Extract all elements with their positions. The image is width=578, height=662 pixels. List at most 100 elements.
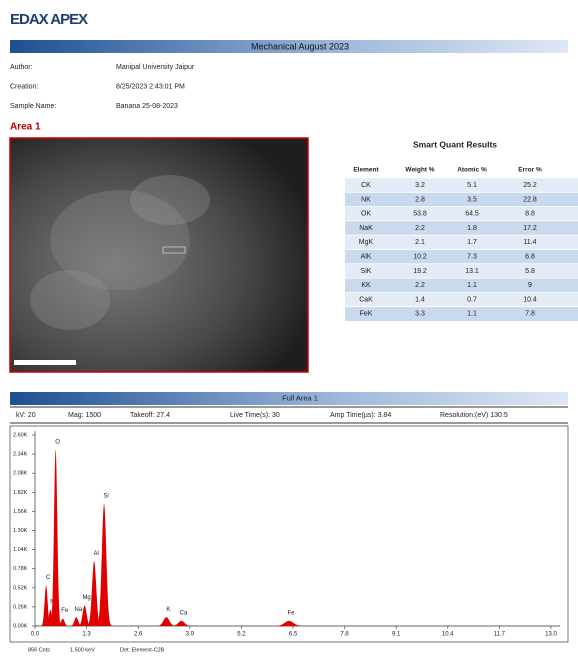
x-tick-label: 2.6: [134, 632, 143, 638]
logo: EDAX APEX: [10, 11, 88, 28]
table-row: [345, 178, 578, 192]
y-tick-label: 0.00K: [13, 623, 28, 629]
table-cell: CaK: [359, 296, 373, 303]
y-tick-label: 1.04K: [13, 547, 28, 553]
x-tick-label: 6.5: [289, 632, 298, 638]
table-header: Weight %: [405, 167, 434, 174]
table-cell: AlK: [361, 253, 372, 260]
spectrum-param: Takeoff: 27.4: [130, 412, 170, 419]
peak-label: Al: [93, 551, 98, 557]
peak-label: Si: [103, 494, 108, 500]
table-header: Element: [353, 167, 379, 174]
table-row: [345, 278, 578, 292]
table-row: [345, 235, 578, 249]
table-title: Smart Quant Results: [413, 139, 497, 149]
table-row: [345, 250, 578, 264]
x-tick-label: 5.2: [237, 632, 246, 638]
table-cell: 2.2: [415, 225, 425, 232]
spectrum-param: Resolution:(eV) 130.5: [440, 412, 508, 419]
y-tick-label: 2.34K: [13, 452, 28, 458]
y-tick-label: 1.30K: [13, 528, 28, 534]
info-label: Author:: [10, 64, 33, 71]
y-tick-label: 0.78K: [13, 566, 28, 572]
x-tick-label: 11.7: [494, 632, 506, 638]
table-cell: 1.7: [467, 239, 477, 246]
table-cell: 5.1: [467, 182, 477, 189]
spectrum-param: Mag: 1500: [68, 412, 101, 419]
table-cell: 3.2: [415, 182, 425, 189]
table-cell: 0.7: [467, 296, 477, 303]
table-cell: 1.1: [467, 311, 477, 318]
table-cell: 64.5: [465, 211, 479, 218]
peak-label: Na: [74, 607, 82, 613]
peak-label: K: [166, 607, 170, 613]
spectrum-footer: 856 Cnts: [28, 647, 50, 653]
info-value: Manipal University Jaipur: [116, 64, 195, 71]
peak-label: O: [55, 439, 60, 445]
table-cell: SiK: [361, 268, 372, 275]
table-cell: 2.1: [415, 239, 425, 246]
area-title: Area 1: [10, 122, 41, 133]
info-value: 8/25/2023 2:43:01 PM: [116, 83, 185, 90]
info-value: Banana 25-08-2023: [116, 103, 178, 110]
table-cell: 17.2: [523, 225, 537, 232]
banner-title: Mechanical August 2023: [251, 41, 349, 51]
y-tick-label: 0.52K: [13, 585, 28, 591]
peak-label: Ca: [180, 610, 188, 616]
x-tick-label: 13.0: [545, 632, 557, 638]
table-row: [345, 307, 578, 321]
spectrum-title: Full Area 1: [282, 393, 318, 402]
table-cell: 1.1: [467, 282, 477, 289]
peak-label: Fe: [288, 610, 296, 616]
table-cell: 3.3: [415, 311, 425, 318]
table-cell: 10.4: [523, 296, 537, 303]
table-cell: MgK: [359, 239, 374, 246]
table-header: Error %: [518, 167, 542, 174]
table-cell: KK: [361, 282, 371, 289]
peak-label: Fe: [61, 608, 69, 614]
info-label: Sample Name:: [10, 103, 56, 110]
table-cell: 7.3: [467, 253, 477, 260]
spectrum-param: Amp Time(µs): 3.84: [330, 412, 391, 419]
table-cell: 1.4: [415, 296, 425, 303]
table-cell: 19.2: [413, 268, 427, 275]
y-tick-label: 1.82K: [13, 490, 28, 496]
info-label: Creation:: [10, 83, 38, 90]
table-row: [345, 192, 578, 206]
y-tick-label: 2.08K: [13, 471, 28, 477]
table-row: [345, 221, 578, 235]
table-row: [345, 292, 578, 306]
table-cell: NaK: [359, 225, 373, 232]
table-cell: OK: [361, 211, 371, 218]
table-cell: 2.2: [415, 282, 425, 289]
x-tick-label: 10.4: [442, 632, 454, 638]
table-cell: 10.2: [413, 253, 427, 260]
peak-label: Mg: [82, 595, 90, 601]
x-tick-label: 9.1: [392, 632, 401, 638]
table-cell: 6.8: [525, 253, 535, 260]
y-tick-label: 2.60K: [13, 432, 28, 438]
table-cell: FeK: [360, 311, 373, 318]
table-header: Atomic %: [457, 167, 487, 174]
table-cell: CK: [361, 182, 371, 189]
table-cell: 9: [528, 282, 532, 289]
table-cell: NK: [361, 196, 371, 203]
x-tick-label: 1.3: [82, 632, 91, 638]
table-cell: 22.8: [523, 196, 537, 203]
table-cell: 1.8: [467, 225, 477, 232]
table-cell: 8.8: [525, 211, 535, 218]
spectrum-footer: 1.500 keV: [70, 647, 95, 653]
table-row: [345, 264, 578, 278]
report: EDAX APEX Mechanical August 2023 Area 1 …: [0, 0, 578, 657]
table-cell: 5.8: [525, 268, 535, 275]
table-cell: 2.8: [415, 196, 425, 203]
y-tick-label: 1.56K: [13, 509, 28, 515]
x-tick-label: 3.9: [186, 632, 195, 638]
sem-image: [10, 138, 308, 372]
x-tick-label: 0.0: [31, 632, 40, 638]
spectrum-param: Live Time(s): 30: [230, 412, 280, 419]
table-cell: 11.4: [523, 239, 536, 246]
spectrum-footer: Det: Element-C2B: [120, 647, 165, 653]
spectrum-param: kV: 20: [16, 412, 36, 419]
y-tick-label: 0.26K: [13, 604, 28, 610]
